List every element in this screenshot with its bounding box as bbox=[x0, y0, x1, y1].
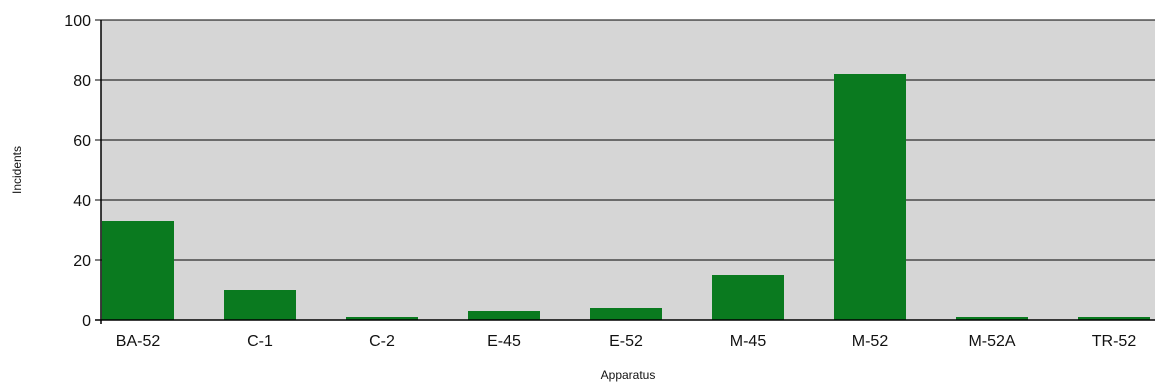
x-tick-label: BA-52 bbox=[116, 333, 161, 350]
x-tick-label: TR-52 bbox=[1092, 333, 1137, 350]
x-tick-label: M-45 bbox=[730, 333, 767, 350]
x-tick-label: M-52 bbox=[852, 333, 889, 350]
y-axis-title: Incidents bbox=[10, 146, 24, 194]
x-tick-label: C-1 bbox=[247, 333, 273, 350]
bar-e-45 bbox=[468, 311, 540, 320]
gridlines bbox=[101, 19, 1155, 261]
plot-area bbox=[101, 20, 1155, 320]
y-tick-labels: 0 20 40 60 80 100 bbox=[64, 13, 91, 330]
bar-m-52 bbox=[834, 74, 906, 320]
bar-tr-52 bbox=[1078, 317, 1150, 320]
x-axis-title: Apparatus bbox=[601, 368, 656, 382]
bar-c-1 bbox=[224, 290, 296, 320]
y-tick-label: 60 bbox=[73, 133, 91, 150]
y-tick-label: 0 bbox=[82, 313, 91, 330]
y-tick-label: 80 bbox=[73, 73, 91, 90]
bar-ba-52 bbox=[102, 221, 174, 320]
x-tick-label: E-45 bbox=[487, 333, 521, 350]
y-tick-label: 20 bbox=[73, 253, 91, 270]
x-tick-label: M-52A bbox=[968, 333, 1015, 350]
x-tick-label: C-2 bbox=[369, 333, 395, 350]
bar-m-52a bbox=[956, 317, 1028, 320]
axes bbox=[95, 19, 1155, 324]
y-tick-label: 40 bbox=[73, 193, 91, 210]
x-tick-label: E-52 bbox=[609, 333, 643, 350]
y-tick-label: 100 bbox=[64, 13, 91, 30]
bar-c-2 bbox=[346, 317, 418, 320]
bar-e-52 bbox=[590, 308, 662, 320]
x-tick-labels: BA-52 C-1 C-2 E-45 E-52 M-45 M-52 M-52A TR-52 bbox=[116, 333, 1137, 350]
bar-m-45 bbox=[712, 275, 784, 320]
bars bbox=[102, 74, 1150, 320]
